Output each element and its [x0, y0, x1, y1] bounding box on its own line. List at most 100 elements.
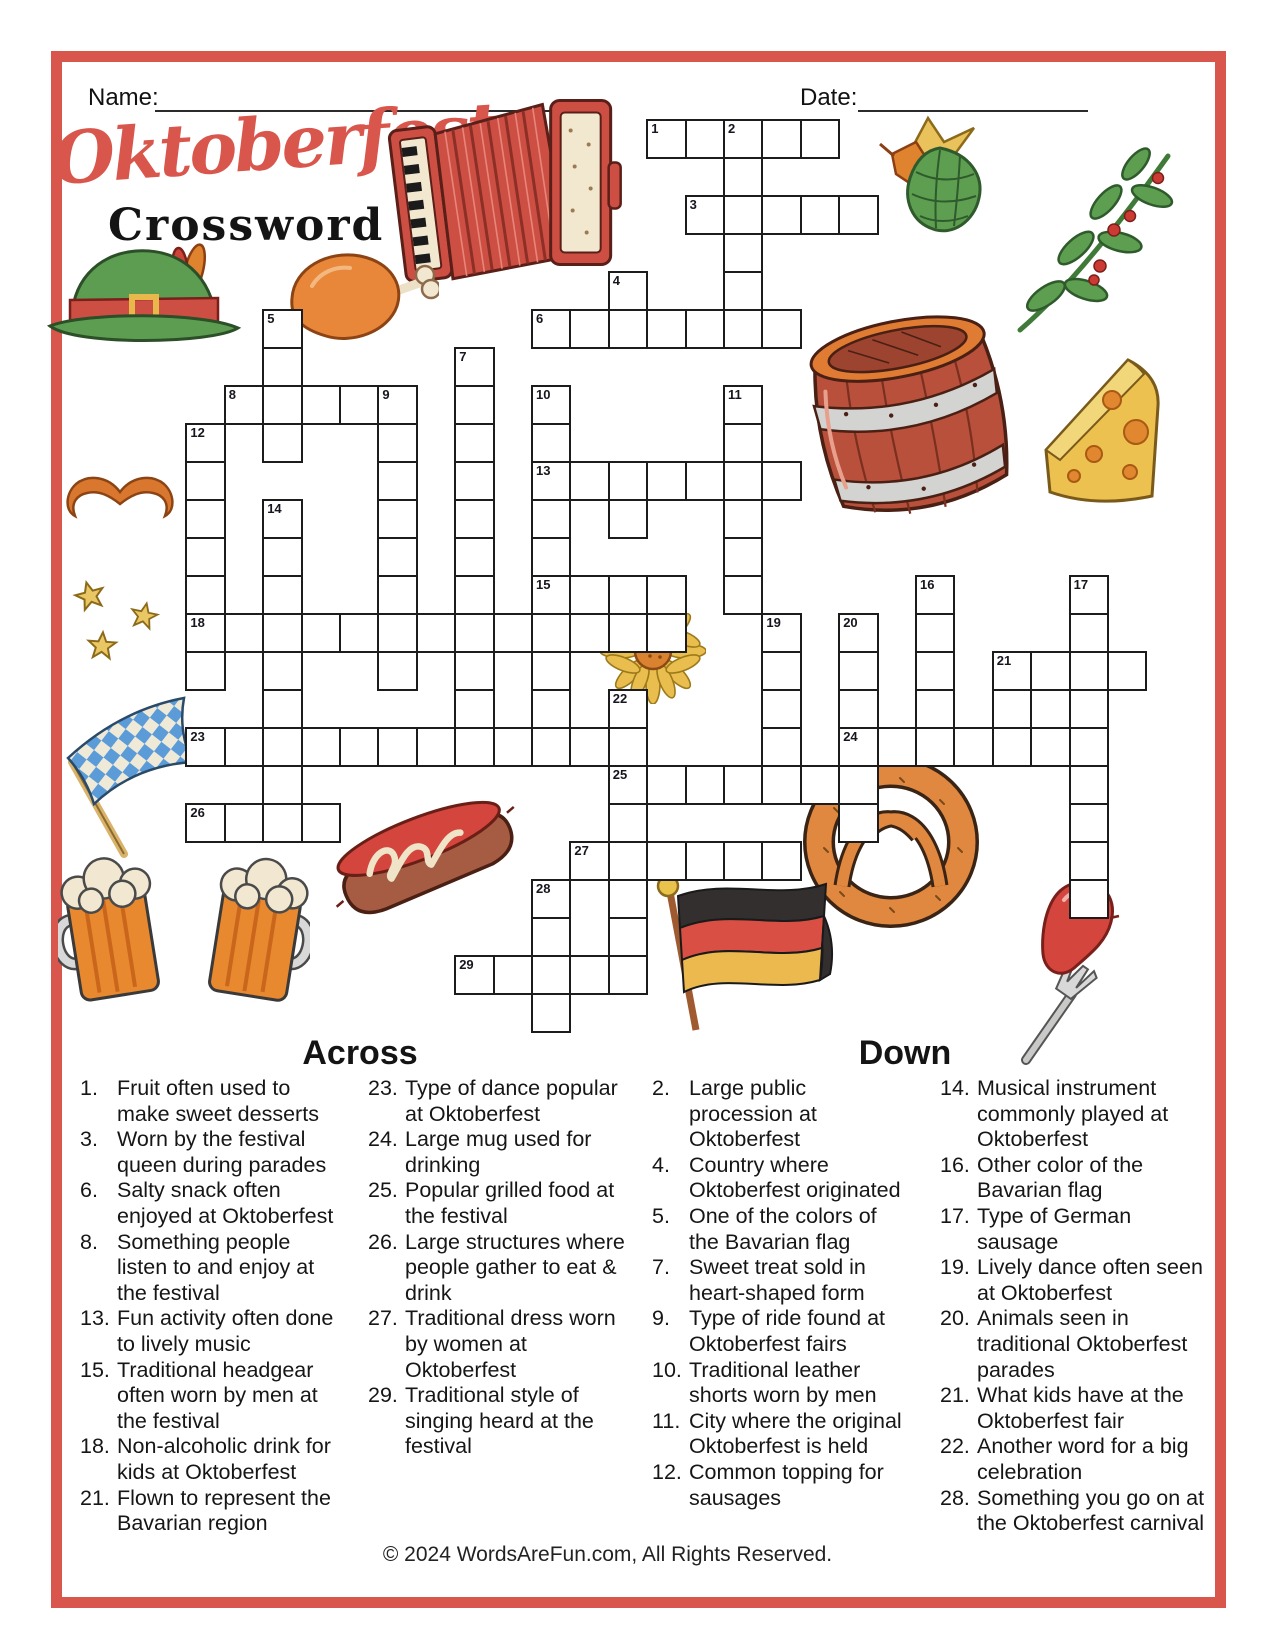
grid-cell[interactable] [915, 727, 956, 767]
grid-cell[interactable] [569, 955, 610, 995]
grid-cell[interactable]: 7 [454, 347, 495, 387]
grid-cell[interactable] [838, 803, 879, 843]
grid-cell[interactable] [915, 689, 956, 729]
grid-cell[interactable] [569, 727, 610, 767]
grid-cell[interactable] [185, 461, 226, 501]
grid-cell[interactable]: 16 [915, 575, 956, 615]
grid-cell[interactable] [531, 917, 572, 957]
grid-cell[interactable] [300, 613, 341, 653]
grid-cell[interactable] [1030, 651, 1071, 691]
grid-cell[interactable] [262, 575, 303, 615]
grid-cell[interactable] [761, 651, 802, 691]
grid-cell[interactable] [262, 385, 303, 425]
grid-cell[interactable]: 24 [838, 727, 879, 767]
grid-cell[interactable] [454, 613, 495, 653]
grid-cell[interactable] [531, 423, 572, 463]
grid-cell[interactable] [723, 537, 764, 577]
grid-cell[interactable] [1030, 727, 1071, 767]
grid-cell[interactable] [339, 727, 380, 767]
grid-cell[interactable] [223, 803, 265, 843]
grid-cell[interactable] [838, 689, 879, 729]
grid-cell[interactable] [262, 423, 303, 463]
grid-cell[interactable]: 10 [531, 385, 572, 425]
grid-cell[interactable]: 27 [569, 841, 610, 881]
grid-cell[interactable] [799, 119, 841, 159]
grid-cell[interactable] [262, 651, 303, 691]
grid-cell[interactable] [1107, 651, 1148, 691]
grid-cell[interactable] [262, 727, 303, 767]
grid-cell[interactable]: 29 [454, 955, 495, 995]
grid-cell[interactable] [377, 461, 418, 501]
grid-cell[interactable] [262, 689, 303, 729]
grid-cell[interactable] [492, 613, 533, 653]
grid-cell[interactable] [454, 689, 495, 729]
grid-cell[interactable] [415, 613, 457, 653]
grid-cell[interactable] [646, 575, 687, 615]
name-input-line[interactable] [155, 86, 612, 112]
grid-cell[interactable] [1068, 727, 1109, 767]
grid-cell[interactable] [262, 613, 303, 653]
grid-cell[interactable] [761, 765, 802, 805]
grid-cell[interactable] [838, 651, 879, 691]
grid-cell[interactable] [646, 613, 687, 653]
grid-cell[interactable] [531, 727, 572, 767]
grid-cell[interactable]: 9 [377, 385, 418, 425]
grid-cell[interactable] [761, 461, 802, 501]
grid-cell[interactable] [569, 461, 610, 501]
grid-cell[interactable]: 1 [646, 119, 687, 159]
grid-cell[interactable] [1068, 613, 1109, 653]
grid-cell[interactable] [607, 879, 649, 919]
grid-cell[interactable] [646, 765, 687, 805]
grid-cell[interactable] [377, 537, 418, 577]
grid-cell[interactable]: 14 [262, 499, 303, 539]
grid-cell[interactable] [607, 841, 649, 881]
grid-cell[interactable]: 25 [607, 765, 649, 805]
grid-cell[interactable]: 22 [607, 689, 649, 729]
grid-cell[interactable] [646, 309, 687, 349]
grid-cell[interactable] [684, 309, 725, 349]
grid-cell[interactable] [454, 727, 495, 767]
grid-cell[interactable] [607, 499, 649, 539]
grid-cell[interactable] [723, 841, 764, 881]
grid-cell[interactable] [300, 727, 341, 767]
grid-cell[interactable] [1068, 651, 1109, 691]
grid-cell[interactable]: 23 [185, 727, 226, 767]
grid-cell[interactable] [761, 841, 802, 881]
grid-cell[interactable] [761, 727, 802, 767]
grid-cell[interactable] [723, 765, 764, 805]
grid-cell[interactable]: 5 [262, 309, 303, 349]
grid-cell[interactable] [607, 917, 649, 957]
grid-cell[interactable] [684, 765, 725, 805]
grid-cell[interactable] [339, 613, 380, 653]
grid-cell[interactable]: 18 [185, 613, 226, 653]
grid-cell[interactable] [377, 651, 418, 691]
grid-cell[interactable] [454, 461, 495, 501]
grid-cell[interactable] [377, 613, 418, 653]
grid-cell[interactable] [454, 575, 495, 615]
grid-cell[interactable] [723, 309, 764, 349]
grid-cell[interactable] [454, 537, 495, 577]
grid-cell[interactable]: 20 [838, 613, 879, 653]
grid-cell[interactable] [262, 347, 303, 387]
grid-cell[interactable] [223, 613, 265, 653]
grid-cell[interactable] [377, 423, 418, 463]
grid-cell[interactable] [684, 841, 725, 881]
grid-cell[interactable] [838, 195, 879, 235]
grid-cell[interactable] [684, 119, 725, 159]
grid-cell[interactable] [723, 157, 764, 197]
grid-cell[interactable] [838, 765, 879, 805]
grid-cell[interactable] [799, 765, 841, 805]
grid-cell[interactable] [531, 499, 572, 539]
grid-cell[interactable] [607, 575, 649, 615]
grid-cell[interactable] [531, 993, 572, 1033]
grid-cell[interactable] [646, 461, 687, 501]
grid-cell[interactable] [953, 727, 994, 767]
grid-cell[interactable]: 3 [684, 195, 725, 235]
grid-cell[interactable] [646, 841, 687, 881]
grid-cell[interactable] [415, 727, 457, 767]
grid-cell[interactable] [185, 651, 226, 691]
grid-cell[interactable] [761, 195, 802, 235]
grid-cell[interactable] [185, 537, 226, 577]
grid-cell[interactable] [300, 803, 341, 843]
grid-cell[interactable]: 15 [531, 575, 572, 615]
